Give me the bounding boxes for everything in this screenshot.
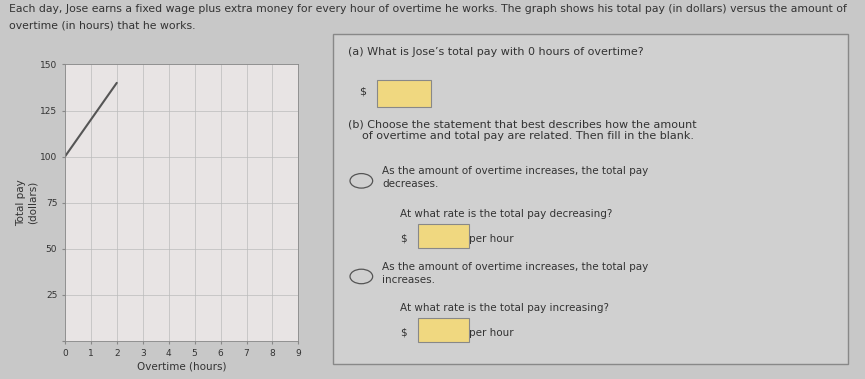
Text: As the amount of overtime increases, the total pay
increases.: As the amount of overtime increases, the… <box>382 262 648 285</box>
Text: per hour: per hour <box>470 233 514 244</box>
Text: per hour: per hour <box>470 327 514 338</box>
FancyBboxPatch shape <box>418 224 470 249</box>
Text: As the amount of overtime increases, the total pay
decreases.: As the amount of overtime increases, the… <box>382 166 648 189</box>
Text: (b) Choose the statement that best describes how the amount
    of overtime and : (b) Choose the statement that best descr… <box>349 120 697 141</box>
Text: $: $ <box>359 87 366 97</box>
Text: Each day, Jose earns a fixed wage plus extra money for every hour of overtime he: Each day, Jose earns a fixed wage plus e… <box>9 4 847 14</box>
FancyBboxPatch shape <box>377 80 431 106</box>
Y-axis label: Total pay
(dollars): Total pay (dollars) <box>16 179 37 226</box>
Text: At what rate is the total pay increasing?: At what rate is the total pay increasing… <box>400 303 609 313</box>
Text: $: $ <box>400 327 407 338</box>
Text: (a) What is Jose’s total pay with 0 hours of overtime?: (a) What is Jose’s total pay with 0 hour… <box>349 47 644 57</box>
Text: At what rate is the total pay decreasing?: At what rate is the total pay decreasing… <box>400 209 612 219</box>
FancyBboxPatch shape <box>418 318 470 342</box>
Text: overtime (in hours) that he works.: overtime (in hours) that he works. <box>9 21 195 31</box>
FancyBboxPatch shape <box>333 34 848 364</box>
X-axis label: Overtime (hours): Overtime (hours) <box>137 362 227 372</box>
Text: $: $ <box>400 233 407 244</box>
